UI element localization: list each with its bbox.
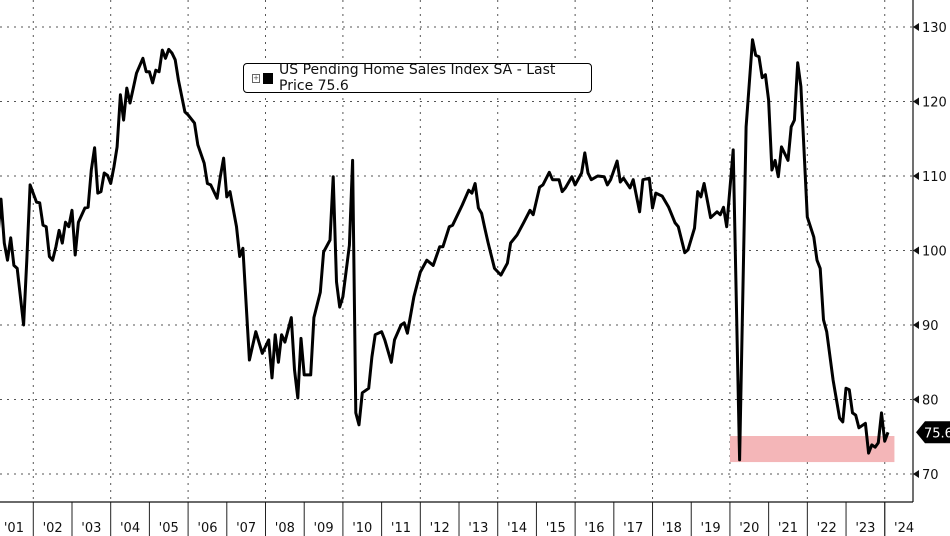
x-tick-label: '03 [81,521,101,536]
x-tick-label: '11 [391,521,411,536]
y-tick-mark [913,246,919,255]
x-tick-label: '06 [197,521,217,536]
y-tick-label: 100 [922,245,947,260]
x-tick-label: '04 [120,521,140,536]
x-tick-label: '08 [275,521,295,536]
x-tick-label: '02 [43,521,63,536]
y-tick-mark [913,97,919,106]
y-tick-mark [913,23,919,31]
last-value-marker [916,421,950,444]
y-tick-mark [913,395,919,404]
x-tick-label: '16 [584,521,604,536]
series-line [0,38,890,462]
legend-label: US Pending Home Sales Index SA - Last Pr… [279,62,556,94]
y-tick-mark [913,321,919,329]
series-layer [0,38,890,462]
y-tick-label: 90 [922,319,939,334]
x-tick-label: '19 [701,521,721,536]
plus-box-icon[interactable]: + [252,73,261,83]
x-tick-label: '23 [855,521,875,536]
x-tick-label: '09 [313,521,333,536]
x-tick-label: '12 [430,521,450,536]
x-tick-label: '15 [546,521,566,536]
x-tick-label: '01 [4,521,24,536]
x-tick-label: '20 [739,521,759,536]
y-tick-label: 80 [922,394,939,409]
y-tick-mark [913,172,919,180]
legend[interactable]: + US Pending Home Sales Index SA - Last … [243,62,592,94]
x-tick-label: '13 [468,521,488,536]
x-tick-label: '22 [817,521,837,536]
y-tick-label: 130 [922,21,947,36]
x-tick-label: '07 [236,521,256,536]
legend-swatch [263,72,274,84]
y-tick-label: 70 [922,468,939,483]
x-tick-label: '05 [159,521,179,536]
x-tick-label: '24 [894,521,914,536]
y-tick-label: 120 [922,96,947,111]
x-tick-label: '14 [507,521,527,536]
x-tick-label: '17 [623,521,643,536]
y-tick-mark [913,470,919,478]
x-tick-label: '10 [352,521,372,536]
gridlines [0,0,913,502]
x-tick-label: '21 [778,521,798,536]
x-tick-label: '18 [662,521,682,536]
last-value-label: 75.6 [924,426,950,441]
y-tick-label: 110 [922,170,947,185]
